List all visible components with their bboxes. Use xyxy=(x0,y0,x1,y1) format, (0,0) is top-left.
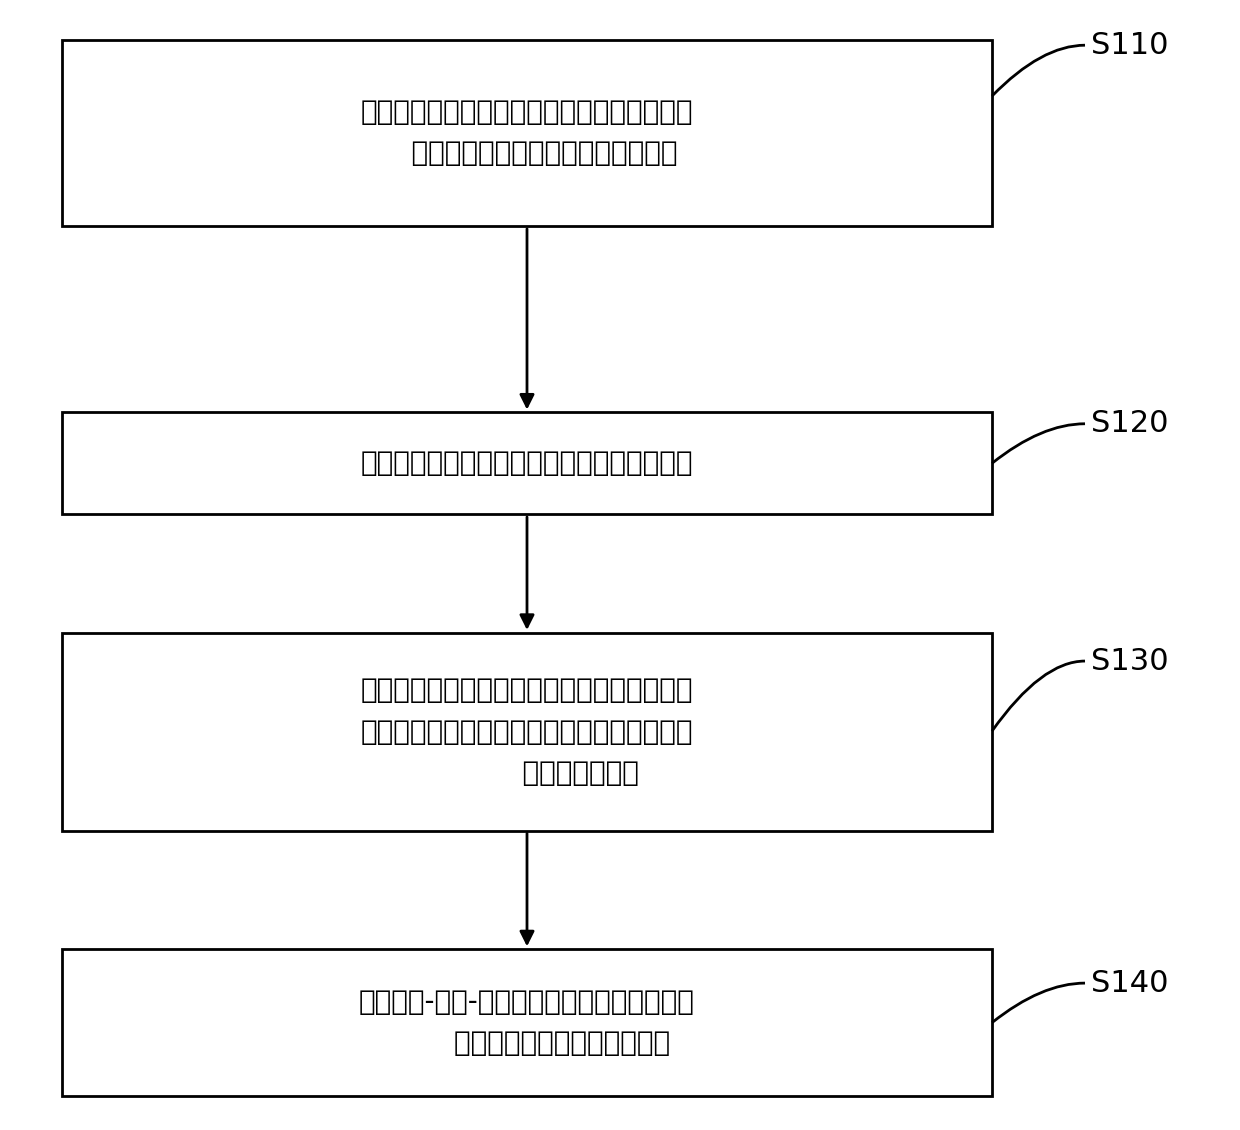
Text: 确定所述机头马达与所述机尾马达的油压比例: 确定所述机头马达与所述机尾马达的油压比例 xyxy=(361,450,693,477)
Bar xyxy=(62,949,992,1096)
Text: S140: S140 xyxy=(1091,968,1168,998)
Text: 当所述油压不在预设范围内时，依据所述油压
比例，以及所述机头马达转速，确定所述机尾
            马达的期望转速: 当所述油压不在预设范围内时，依据所述油压 比例，以及所述机头马达转速，确定所述机… xyxy=(361,677,693,786)
Bar xyxy=(62,633,992,831)
Text: 获取机头机尾两马达的运行参数，所述运行参
    数包括但不限于马达的油压值及转速: 获取机头机尾两马达的运行参数，所述运行参 数包括但不限于马达的油压值及转速 xyxy=(361,98,693,167)
Text: S120: S120 xyxy=(1091,409,1168,438)
Text: S110: S110 xyxy=(1091,31,1168,60)
Text: S130: S130 xyxy=(1091,646,1169,676)
Text: 利用比例-积分-微分调节方式，调节所述机尾
        马达的转速达到所述期望转速: 利用比例-积分-微分调节方式，调节所述机尾 马达的转速达到所述期望转速 xyxy=(360,988,694,1058)
Bar xyxy=(62,412,992,514)
Bar xyxy=(62,40,992,226)
